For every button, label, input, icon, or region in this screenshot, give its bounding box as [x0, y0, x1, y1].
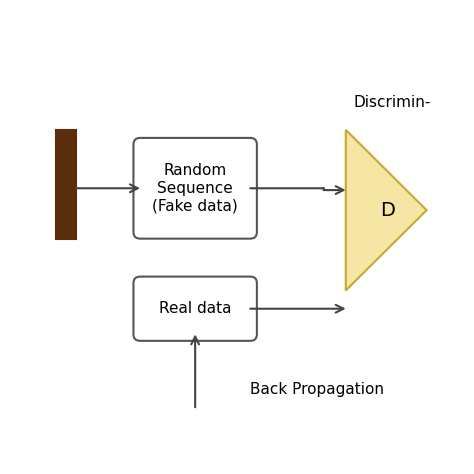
FancyBboxPatch shape: [134, 277, 257, 341]
Text: Discrimin-: Discrimin-: [353, 95, 430, 110]
Text: D: D: [380, 201, 395, 219]
Text: Real data: Real data: [159, 301, 231, 316]
FancyBboxPatch shape: [134, 138, 257, 238]
Text: Random
Sequence
(Fake data): Random Sequence (Fake data): [152, 164, 238, 213]
Polygon shape: [346, 130, 427, 291]
Text: Back Propagation: Back Propagation: [250, 382, 384, 397]
Bar: [55, 130, 76, 239]
